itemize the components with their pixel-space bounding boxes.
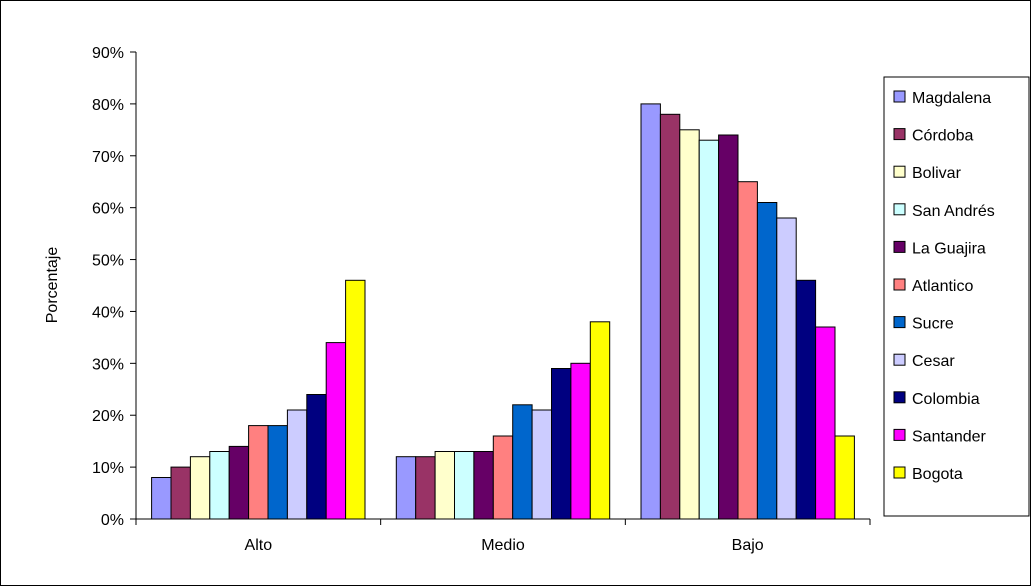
bar [570,362,591,520]
legend-label: Sucre [912,316,954,333]
bar [531,409,552,520]
legend-label: Bolivar [912,165,962,182]
bar [834,435,855,520]
bar [698,139,720,520]
bar [170,466,191,520]
legend-swatch [893,165,906,178]
y-tick-label: 20% [92,408,124,425]
legend-label: La Guajira [912,240,986,257]
legend-swatch [893,240,906,253]
axes: 0% 10% 20% 30% 40% 50% 60% 70% 80% 90% Alto Medio Ba… [92,45,871,554]
bar [248,425,269,520]
x-tick-label: Medio [481,537,525,554]
bar [512,404,533,520]
bar [415,456,436,520]
x-tick-label: Alto [245,537,273,554]
plot-area [136,52,870,520]
x-tick-label: Bajo [732,537,764,554]
y-axis-title: Porcentaje [44,247,61,324]
bar [756,202,778,520]
legend-swatch [893,90,906,103]
y-tick-label: 0% [101,512,124,529]
bar [589,321,611,520]
bar [718,134,739,520]
bar [795,279,817,520]
y-tick-label: 40% [92,304,124,321]
bar [659,113,681,520]
legend-label: Magdalena [912,90,991,107]
legend-label: Santander [912,428,987,445]
bar [395,456,417,520]
bar [815,326,836,520]
bar [737,181,758,520]
bar [454,451,475,520]
legend-label: Cesar [912,353,955,370]
legend-box [883,76,1030,517]
y-tick-label: 10% [92,460,124,477]
bar [228,445,250,520]
legend-swatch [893,353,906,366]
bar [640,103,661,520]
legend-swatch [893,466,906,479]
bar [345,279,366,520]
bar [492,435,514,520]
bar [434,451,456,520]
bar [286,409,308,520]
bar [551,368,572,520]
bar [189,456,211,520]
bar [306,394,327,520]
legend-swatch [893,203,906,216]
legend-swatch [893,391,906,404]
bar [679,129,700,520]
bar [151,477,172,520]
y-tick-label: 30% [92,356,124,373]
legend-swatch [893,428,906,441]
legend-swatch [893,316,906,329]
y-tick-label: 90% [92,45,124,62]
legend-label: San Andrés [912,203,995,220]
legend-label: Córdoba [912,128,973,145]
legend-swatch [893,278,906,291]
legend-label: Colombia [912,391,980,408]
legend-label: Atlantico [912,278,973,295]
legend-swatch [893,128,906,141]
y-tick-label: 50% [92,253,124,270]
legend: Magdalena Córdoba Bolivar San Andrés La Guaj… [883,76,1030,517]
bar [776,217,797,520]
legend-label: Bogota [912,466,963,483]
bar [209,451,230,520]
y-tick-label: 60% [92,201,124,218]
bar [267,425,288,520]
y-tick-label: 80% [92,97,124,114]
bar [325,342,347,520]
bar [473,451,494,520]
y-tick-label: 70% [92,149,124,166]
